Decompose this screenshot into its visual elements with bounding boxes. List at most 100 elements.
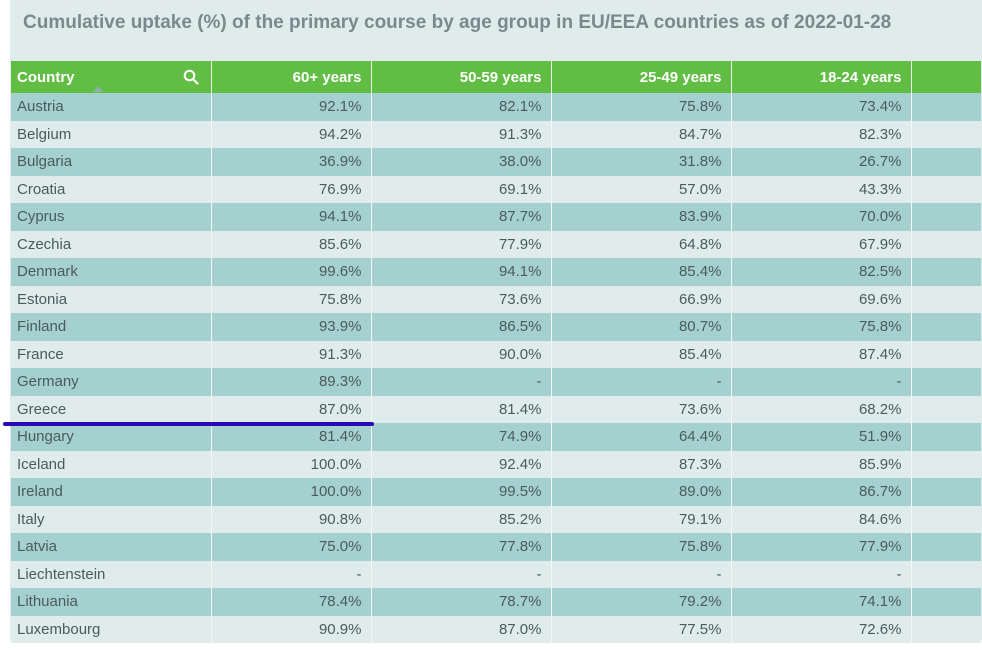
table-row: Austria 92.1% 82.1% 75.8% 73.4% [11,93,981,121]
country-cell: Czechia [11,230,212,258]
value-25-49: 87.3% [551,450,732,478]
page-title: Cumulative uptake (%) of the primary cou… [23,12,892,33]
value-25-49: - [551,560,732,588]
value-50-59: 94.1% [371,258,552,286]
country-cell: Lithuania [11,588,212,616]
table-row: Cyprus 94.1% 87.7% 83.9% 70.0% [11,203,981,231]
table-row: Czechia 85.6% 77.9% 64.8% 67.9% [11,230,981,258]
value-18-24: 74.1% [731,588,912,616]
value-18-24: 68.2% [731,395,912,423]
value-25-49: 83.9% [551,203,732,231]
column-header-50-59[interactable]: 50-59 years [371,61,552,93]
filler-cell [911,423,981,451]
value-18-24: 70.0% [731,203,912,231]
value-60-plus: 99.6% [211,258,372,286]
value-50-59: 74.9% [371,423,552,451]
column-header-60-plus[interactable]: 60+ years [211,61,372,93]
value-60-plus: 94.2% [211,120,372,148]
country-cell: Latvia [11,533,212,561]
filler-cell [911,120,981,148]
value-50-59: 77.9% [371,230,552,258]
table-row: Finland 93.9% 86.5% 80.7% 75.8% [11,313,981,341]
table-body: Austria 92.1% 82.1% 75.8% 73.4% Belgium 94.2% 9… [11,93,981,643]
filler-cell [911,615,981,643]
country-cell: Hungary [11,423,212,451]
country-cell: Bulgaria [11,148,212,176]
column-header-country[interactable]: Country [11,61,212,93]
value-60-plus: 78.4% [211,588,372,616]
uptake-table: Country 60+ years 50-59 years 25-49 year… [11,61,981,643]
column-header-filler [911,61,981,93]
value-25-49: 85.4% [551,258,732,286]
value-50-59: 92.4% [371,450,552,478]
value-50-59: 82.1% [371,93,552,121]
country-cell: Greece [11,395,212,423]
value-60-plus: 90.8% [211,505,372,533]
table-row: Estonia 75.8% 73.6% 66.9% 69.6% [11,285,981,313]
value-25-49: 85.4% [551,340,732,368]
value-25-49: 84.7% [551,120,732,148]
value-60-plus: 91.3% [211,340,372,368]
value-18-24: 26.7% [731,148,912,176]
country-cell: Italy [11,505,212,533]
table-row: France 91.3% 90.0% 85.4% 87.4% [11,340,981,368]
value-25-49: 77.5% [551,615,732,643]
value-50-59: 77.8% [371,533,552,561]
table-row: Lithuania 78.4% 78.7% 79.2% 74.1% [11,588,981,616]
filler-cell [911,505,981,533]
filler-cell [911,203,981,231]
value-18-24: 72.6% [731,615,912,643]
filler-cell [911,285,981,313]
column-header-25-49[interactable]: 25-49 years [551,61,732,93]
value-50-59: 87.0% [371,615,552,643]
filler-cell [911,175,981,203]
column-header-18-24[interactable]: 18-24 years [731,61,912,93]
value-60-plus: 93.9% [211,313,372,341]
table-row: Germany 89.3% - - - [11,368,981,396]
value-25-49: 73.6% [551,395,732,423]
value-25-49: 66.9% [551,285,732,313]
filler-cell [911,148,981,176]
filler-cell [911,560,981,588]
annotation-underline [3,422,374,426]
value-18-24: 43.3% [731,175,912,203]
country-cell: Ireland [11,478,212,506]
table-row: Hungary 81.4% 74.9% 64.4% 51.9% [11,423,981,451]
country-cell: Croatia [11,175,212,203]
sort-ascending-icon[interactable] [93,86,103,92]
table-row: Liechtenstein - - - - [11,560,981,588]
filler-cell [911,230,981,258]
table-row: Italy 90.8% 85.2% 79.1% 84.6% [11,505,981,533]
value-60-plus: 92.1% [211,93,372,121]
value-25-49: 64.8% [551,230,732,258]
value-25-49: - [551,368,732,396]
value-18-24: 86.7% [731,478,912,506]
value-25-49: 79.2% [551,588,732,616]
value-50-59: 69.1% [371,175,552,203]
value-25-49: 57.0% [551,175,732,203]
value-50-59: 38.0% [371,148,552,176]
value-60-plus: 81.4% [211,423,372,451]
value-60-plus: 36.9% [211,148,372,176]
value-50-59: 78.7% [371,588,552,616]
value-60-plus: 100.0% [211,478,372,506]
value-50-59: 91.3% [371,120,552,148]
country-cell: Luxembourg [11,615,212,643]
value-50-59: 90.0% [371,340,552,368]
search-icon[interactable] [183,69,199,85]
table-row: Luxembourg 90.9% 87.0% 77.5% 72.6% [11,615,981,643]
country-cell: Cyprus [11,203,212,231]
value-18-24: 69.6% [731,285,912,313]
table-row: Belgium 94.2% 91.3% 84.7% 82.3% [11,120,981,148]
table-row: Latvia 75.0% 77.8% 75.8% 77.9% [11,533,981,561]
value-25-49: 64.4% [551,423,732,451]
value-50-59: 73.6% [371,285,552,313]
value-18-24: - [731,560,912,588]
country-cell: France [11,340,212,368]
value-25-49: 75.8% [551,533,732,561]
filler-cell [911,368,981,396]
value-18-24: 87.4% [731,340,912,368]
country-cell: Belgium [11,120,212,148]
value-25-49: 31.8% [551,148,732,176]
value-60-plus: 89.3% [211,368,372,396]
